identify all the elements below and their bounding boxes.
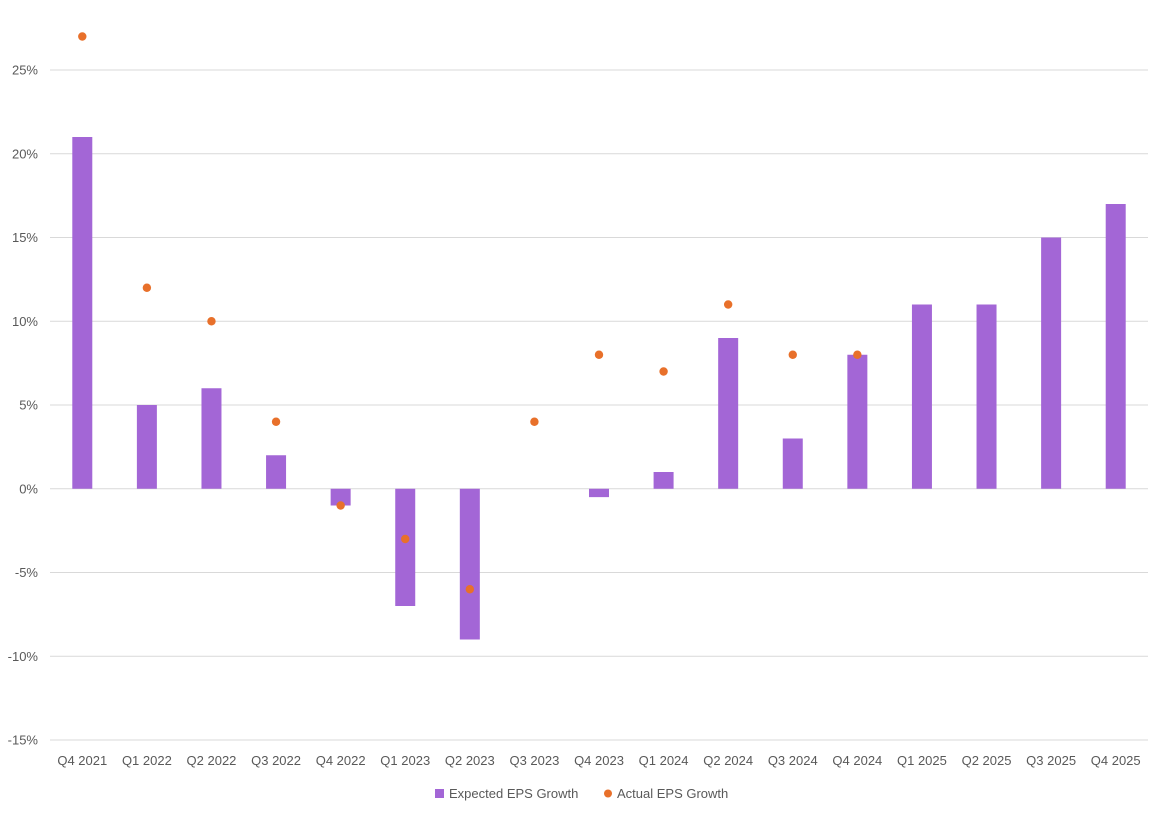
- legend-swatch-expected: [435, 789, 444, 798]
- point-actual-eps: [271, 417, 281, 426]
- x-tick-label: Q3 2023: [509, 753, 559, 768]
- point-actual-eps: [465, 585, 475, 594]
- x-tick-label: Q3 2024: [768, 753, 818, 768]
- x-tick-label: Q3 2022: [251, 753, 301, 768]
- x-axis-ticks: Q4 2021 Q1 2022 Q2 2022 Q3 2022 Q4 2022 Q1 20…: [57, 753, 1140, 768]
- x-tick-label: Q1 2024: [639, 753, 689, 768]
- x-tick-label: Q2 2025: [962, 753, 1012, 768]
- y-tick-label: 15%: [12, 230, 38, 245]
- x-tick-label: Q4 2024: [832, 753, 882, 768]
- x-tick-label: Q2 2023: [445, 753, 495, 768]
- point-actual-eps: [530, 417, 539, 426]
- x-tick-label: Q2 2022: [187, 753, 237, 768]
- point-actual-eps: [207, 317, 216, 326]
- bar-expected-eps: [266, 455, 287, 489]
- bar-expected-eps: [201, 388, 222, 489]
- y-tick-label: 10%: [12, 314, 38, 329]
- bar-expected-eps: [72, 137, 93, 489]
- point-actual-eps: [401, 534, 410, 544]
- bar-expected-eps: [911, 304, 932, 489]
- bar-expected-eps: [718, 338, 739, 489]
- bar-expected-eps: [976, 304, 997, 489]
- point-actual-eps: [659, 367, 668, 376]
- bar-expected-eps: [782, 438, 803, 489]
- actual-eps-points: [78, 32, 862, 594]
- legend-label-expected: Expected EPS Growth: [449, 786, 578, 801]
- x-tick-label: Q3 2025: [1026, 753, 1076, 768]
- y-tick-label: 20%: [12, 146, 38, 161]
- x-tick-label: Q2 2024: [703, 753, 753, 768]
- bar-expected-eps: [136, 405, 157, 489]
- x-tick-label: Q1 2025: [897, 753, 947, 768]
- legend-label-actual: Actual EPS Growth: [617, 786, 728, 801]
- bar-expected-eps: [1041, 237, 1062, 489]
- bar-expected-eps: [459, 488, 480, 640]
- legend-swatch-actual: [604, 789, 612, 798]
- y-tick-label: 0%: [19, 481, 38, 496]
- point-actual-eps: [788, 350, 797, 359]
- x-tick-label: Q4 2025: [1091, 753, 1141, 768]
- x-tick-label: Q1 2023: [380, 753, 430, 768]
- x-tick-label: Q4 2022: [316, 753, 366, 768]
- expected-eps-bars: [72, 137, 1126, 640]
- x-tick-label: Q1 2022: [122, 753, 172, 768]
- bar-expected-eps: [847, 354, 868, 489]
- point-actual-eps: [336, 501, 345, 510]
- bar-expected-eps: [589, 488, 609, 498]
- point-actual-eps: [723, 300, 733, 309]
- point-actual-eps: [78, 32, 87, 41]
- y-tick-label: 5%: [19, 398, 38, 413]
- y-tick-label: -5%: [15, 565, 39, 580]
- x-tick-label: Q4 2021: [57, 753, 107, 768]
- x-tick-label: Q4 2023: [574, 753, 624, 768]
- bar-expected-eps: [653, 472, 674, 489]
- bar-expected-eps: [330, 488, 351, 506]
- y-axis-ticks: 25% 20% 15% 10% 5% 0% -5% -10% -15%: [8, 63, 39, 748]
- bar-expected-eps: [395, 488, 416, 606]
- legend: Expected EPS Growth Actual EPS Growth: [435, 786, 728, 801]
- y-tick-label: 25%: [12, 63, 38, 78]
- point-actual-eps: [853, 350, 862, 359]
- point-actual-eps: [594, 350, 604, 359]
- y-tick-label: -15%: [8, 733, 39, 748]
- bar-expected-eps: [1105, 204, 1126, 489]
- y-tick-label: -10%: [8, 649, 39, 664]
- point-actual-eps: [142, 283, 152, 292]
